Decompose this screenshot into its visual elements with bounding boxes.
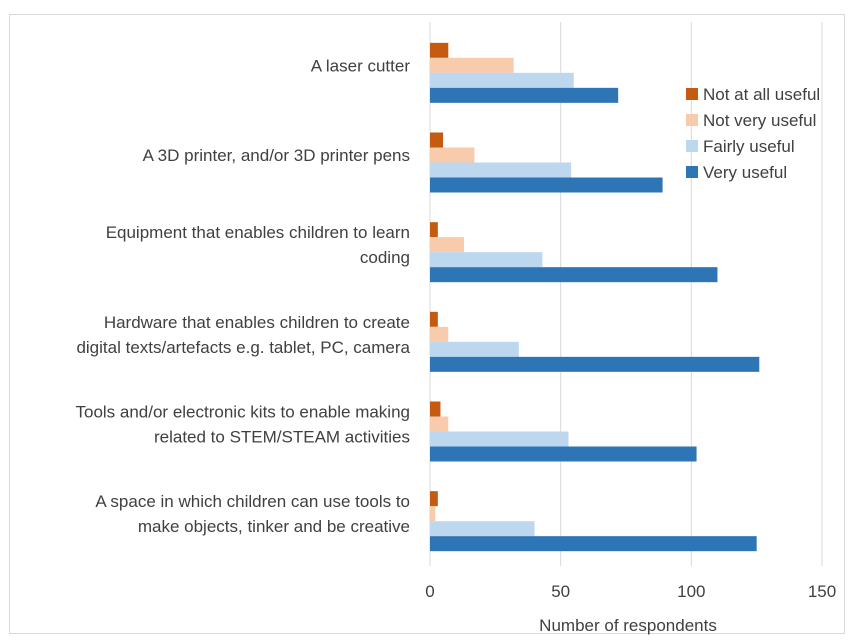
bar-cat2-very-useful — [430, 267, 718, 283]
category-label: coding — [360, 248, 410, 267]
bar-cat2-not-very-useful — [430, 237, 464, 253]
bar-cat3-not-at-all-useful — [430, 311, 438, 327]
bars — [430, 42, 760, 552]
legend-entry-not-very-useful: Not very useful — [703, 111, 816, 130]
gridlines — [429, 22, 823, 566]
category-label: Tools and/or electronic kits to enable m… — [75, 403, 410, 422]
x-tick-labels: 0 50 100 150 — [425, 582, 836, 601]
legend: Not at all useful Not very useful Fairly u… — [686, 85, 820, 182]
x-tick-label-0: 0 — [425, 582, 434, 601]
bar-cat4-not-very-useful — [430, 416, 449, 432]
legend-entry-not-at-all-useful: Not at all useful — [703, 85, 820, 104]
bar-cat0-very-useful — [430, 87, 619, 103]
x-axis-title: Number of respondents — [539, 616, 717, 635]
category-label: digital texts/artefacts e.g. tablet, PC,… — [76, 338, 410, 357]
bar-cat2-fairly-useful — [430, 252, 543, 268]
category-label: A space in which children can use tools … — [95, 492, 410, 511]
category-label: Equipment that enables children to learn — [106, 223, 410, 242]
legend-entry-fairly-useful: Fairly useful — [703, 137, 795, 156]
legend-swatch-not-very-useful — [686, 114, 698, 126]
bar-cat3-fairly-useful — [430, 341, 519, 357]
category-labels: A laser cutter A 3D printer, and/or 3D pr… — [75, 56, 410, 536]
bar-cat0-not-at-all-useful — [430, 42, 449, 58]
bar-cat5-very-useful — [430, 536, 757, 552]
bar-cat0-not-very-useful — [430, 57, 514, 73]
bar-cat1-not-very-useful — [430, 147, 475, 163]
x-tick-label-50: 50 — [551, 582, 570, 601]
bar-cat3-not-very-useful — [430, 326, 449, 342]
bar-cat5-not-very-useful — [430, 506, 436, 522]
bar-cat1-very-useful — [430, 177, 663, 193]
legend-swatch-fairly-useful — [686, 140, 698, 152]
bar-cat4-not-at-all-useful — [430, 401, 441, 417]
bar-cat1-fairly-useful — [430, 162, 572, 178]
category-label: Hardware that enables children to create — [104, 313, 410, 332]
x-tick-label-150: 150 — [808, 582, 836, 601]
category-label: related to STEM/STEAM activities — [154, 428, 410, 447]
legend-swatch-very-useful — [686, 166, 698, 178]
category-label: A laser cutter — [311, 56, 411, 75]
category-label: make objects, tinker and be creative — [138, 517, 410, 536]
bar-cat5-not-at-all-useful — [430, 491, 438, 507]
bar-cat5-fairly-useful — [430, 521, 535, 537]
bar-cat3-very-useful — [430, 356, 760, 372]
bar-cat2-not-at-all-useful — [430, 222, 438, 238]
chart-frame — [9, 14, 845, 634]
x-tick-label-100: 100 — [677, 582, 705, 601]
bar-cat4-fairly-useful — [430, 431, 569, 447]
bar-cat1-not-at-all-useful — [430, 132, 444, 148]
category-label: A 3D printer, and/or 3D printer pens — [143, 146, 410, 165]
bar-cat0-fairly-useful — [430, 72, 574, 88]
bar-cat4-very-useful — [430, 446, 697, 462]
legend-entry-very-useful: Very useful — [703, 163, 787, 182]
legend-swatch-not-at-all-useful — [686, 88, 698, 100]
